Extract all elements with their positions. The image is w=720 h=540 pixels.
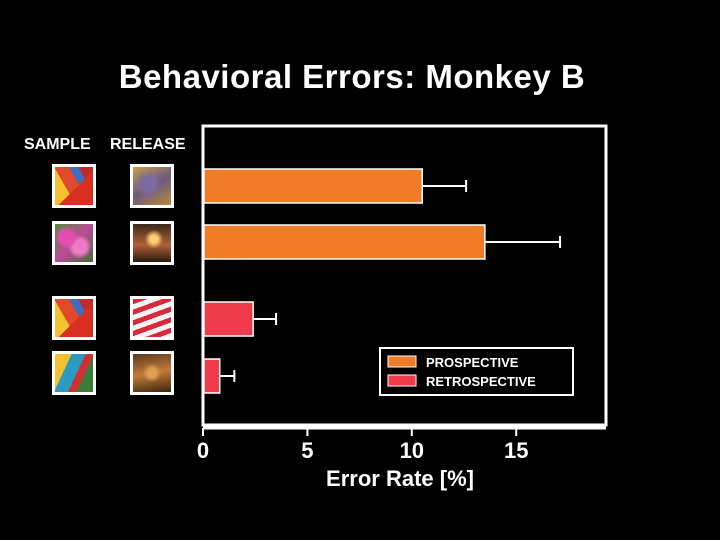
bar-retrospective-1 xyxy=(203,301,254,337)
x-axis-label: Error Rate [%] xyxy=(326,466,474,491)
sample-image-2-icon xyxy=(52,221,96,265)
plot-frame xyxy=(201,124,608,427)
chart-title: Behavioral Errors: Monkey B xyxy=(118,58,586,95)
sample-image-4-icon xyxy=(52,351,96,395)
release-image-4-icon xyxy=(130,351,174,395)
legend-label-prospective: PROSPECTIVE xyxy=(426,355,519,370)
x-tick-label-15: 15 xyxy=(504,438,528,463)
legend-label-retrospective: RETROSPECTIVE xyxy=(426,374,536,389)
sample-image-1-icon xyxy=(52,164,96,208)
x-tick-label-10: 10 xyxy=(400,438,424,463)
x-tick-label-0: 0 xyxy=(197,438,209,463)
release-image-2-icon xyxy=(130,221,174,265)
legend-swatch-prospective xyxy=(387,355,417,368)
release-image-3-icon xyxy=(130,296,174,340)
x-tick-label-5: 5 xyxy=(301,438,313,463)
sample-column-header: SAMPLE xyxy=(24,136,91,153)
bar-prospective-2 xyxy=(203,224,486,260)
bar-retrospective-2 xyxy=(203,358,221,394)
sample-image-3-icon xyxy=(52,296,96,340)
release-image-1-icon xyxy=(130,164,174,208)
bar-prospective-1 xyxy=(203,168,423,204)
legend-swatch-retrospective xyxy=(387,374,417,387)
release-column-header: RELEASE xyxy=(110,136,186,153)
